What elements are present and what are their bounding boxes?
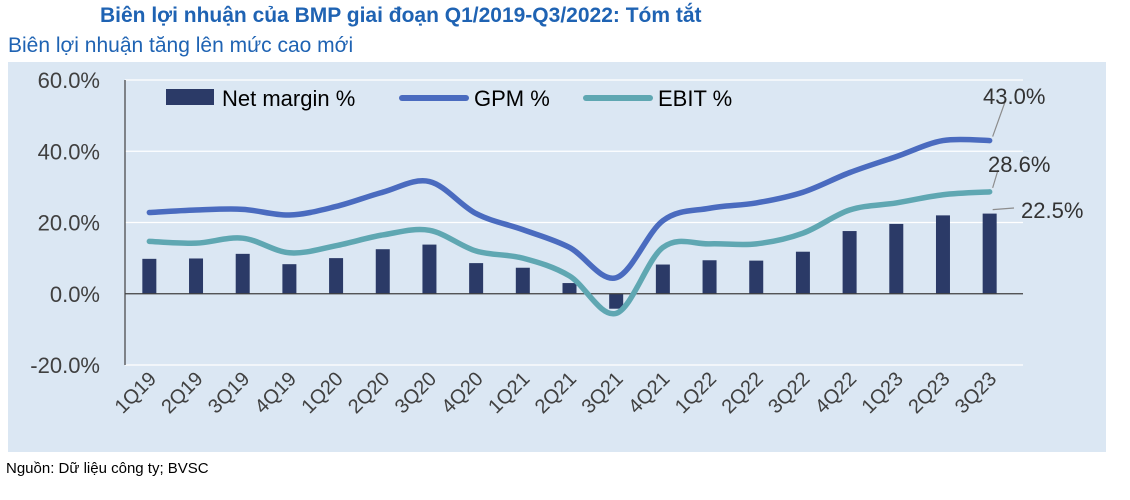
bar-net-margin: [609, 293, 624, 309]
x-tick-label: 2Q23: [904, 368, 954, 418]
x-tick-label: 3Q22: [764, 368, 814, 418]
x-tick-label: 1Q22: [671, 368, 721, 418]
x-tick-label: 2Q19: [157, 368, 207, 418]
legend: Net margin % GPM % EBIT %: [166, 86, 732, 111]
x-tick-label: 3Q19: [204, 368, 254, 418]
bar-net-margin: [842, 231, 857, 294]
bar-net-margin: [329, 258, 344, 294]
annotation-ebit: 28.6%: [988, 152, 1050, 177]
annotation-gpm-leader: [992, 101, 1006, 137]
chart-subtitle: Biên lợi nhuận tăng lên mức cao mới: [8, 34, 354, 57]
legend-label-ebit: EBIT %: [658, 86, 732, 111]
y-tick-label: 0.0%: [50, 282, 100, 307]
x-tick-label: 3Q20: [391, 368, 441, 418]
x-tick-label: 1Q19: [111, 368, 161, 418]
bar-net-margin: [282, 264, 297, 294]
y-tick-label: 20.0%: [38, 211, 100, 236]
bar-net-margin: [469, 263, 484, 294]
line-ebit: [146, 189, 993, 317]
bar-net-margin: [982, 213, 997, 294]
y-tick-label: -20.0%: [30, 353, 100, 378]
bar-net-margin: [562, 283, 577, 294]
legend-label-gpm: GPM %: [474, 86, 550, 111]
bar-net-margin: [749, 260, 764, 294]
x-tick-label: 3Q23: [951, 368, 1001, 418]
bar-net-margin: [142, 258, 157, 294]
chart-panel: 60.0% 40.0% 20.0% 0.0% -20.0% 1Q19 2Q19 3Q19 4Q1…: [8, 62, 1106, 452]
margin-chart: 60.0% 40.0% 20.0% 0.0% -20.0% 1Q192Q193Q194Q1…: [30, 68, 1083, 418]
x-tick-label: 4Q22: [811, 368, 861, 418]
bar-net-margin: [375, 249, 390, 294]
bar-net-margin: [189, 258, 204, 294]
y-tick-label: 60.0%: [38, 68, 100, 93]
legend-label-net-margin: Net margin %: [222, 86, 355, 111]
annotation-net-margin-leader: [992, 207, 1015, 211]
x-tick-label: 4Q21: [624, 368, 674, 418]
bar-net-margin: [655, 264, 670, 294]
x-tick-label: 1Q21: [484, 368, 534, 418]
bar-net-margin: [235, 253, 250, 294]
bar-net-margin: [795, 251, 810, 294]
x-tick-label: 2Q20: [344, 368, 394, 418]
annotation-gpm: 43.0%: [983, 84, 1045, 109]
x-tick-label: 1Q23: [858, 368, 908, 418]
x-tick-label: 3Q21: [578, 368, 628, 418]
bar-net-margin: [515, 267, 530, 294]
bar-net-margin: [422, 244, 437, 294]
page-title: Biên lợi nhuận của BMP giai đoạn Q1/2019…: [100, 4, 702, 27]
x-tick-label: 4Q19: [251, 368, 301, 418]
bar-net-margin: [889, 223, 904, 294]
x-tick-label: 4Q20: [438, 368, 488, 418]
source-note: Nguồn: Dữ liệu công ty; BVSC: [6, 460, 209, 477]
bar-net-margin: [702, 260, 717, 294]
line-gpm: [146, 136, 993, 281]
bar-net-margin: [935, 215, 950, 294]
annotation-ebit-leader: [992, 169, 999, 189]
annotation-net-margin: 22.5%: [1021, 198, 1083, 223]
y-tick-label: 40.0%: [38, 139, 100, 164]
x-tick-label: 2Q21: [531, 368, 581, 418]
x-tick-label: 1Q20: [297, 368, 347, 418]
x-tick-label: 2Q22: [718, 368, 768, 418]
legend-swatch-net-margin: [166, 89, 214, 105]
